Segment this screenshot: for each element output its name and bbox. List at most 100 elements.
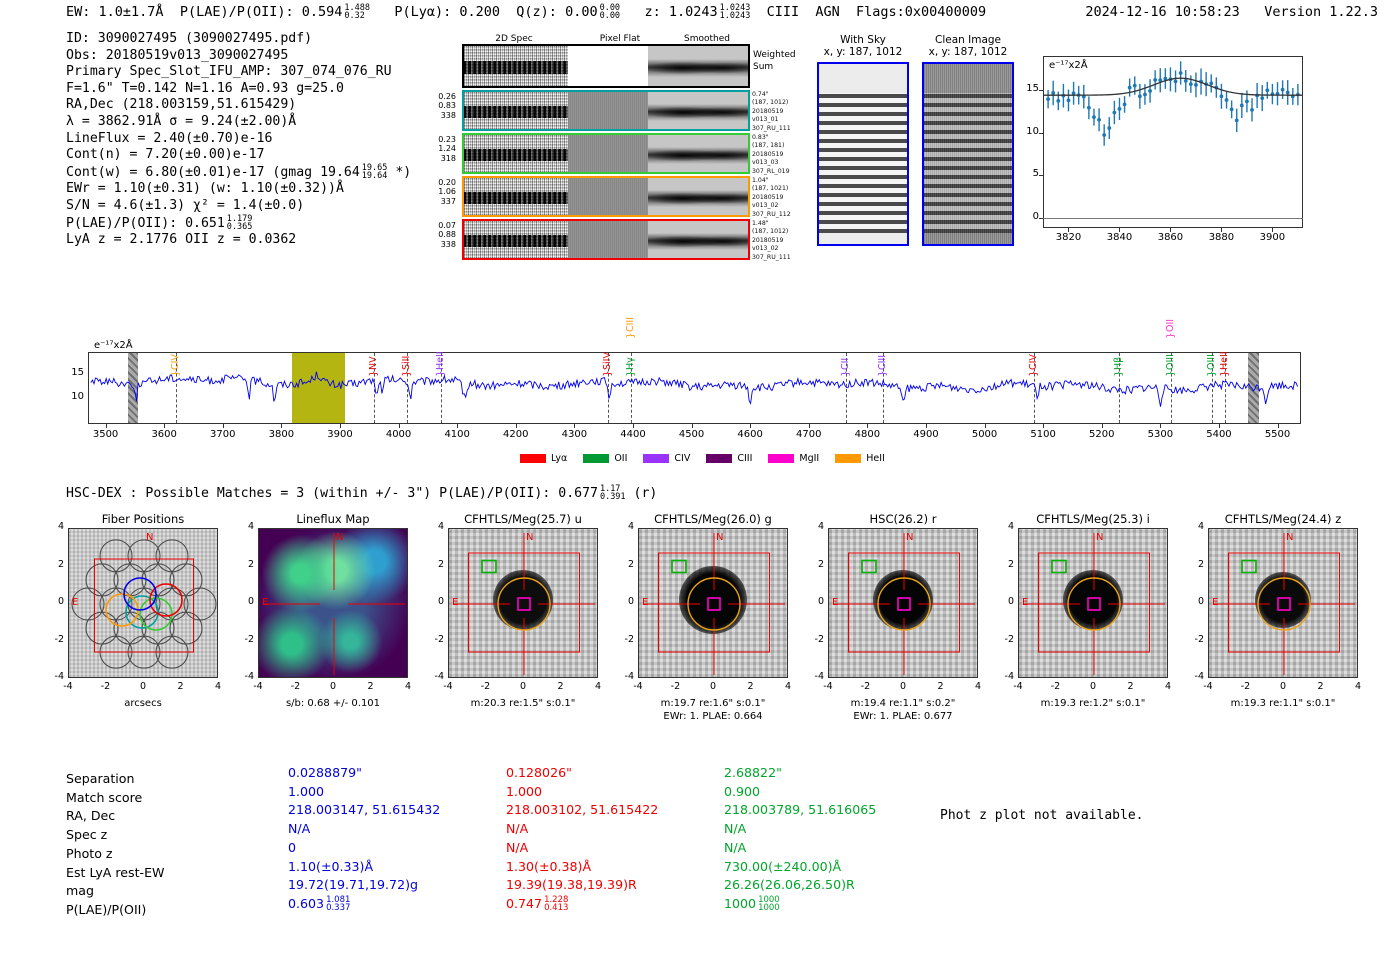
cutout-xtick-2-4: 4: [594, 681, 602, 692]
full-xtick-mark: [925, 424, 927, 428]
cutout-east-label-2: E: [452, 597, 459, 608]
full-xtick-mark: [515, 424, 517, 428]
spectrum-line-marker-9: [1034, 353, 1036, 423]
table-cell-value-1-4: N/A: [506, 839, 529, 855]
cutout-xtick-6-0: -4: [1203, 681, 1213, 692]
zoom-xtick-3820: 3820: [1055, 232, 1082, 243]
cutout-image-3[interactable]: [638, 528, 788, 678]
info-lambda-sigma: λ = 3862.91Å σ = 9.24(±2.00)Å: [66, 113, 297, 129]
table-cell-value-2-1: 0.900: [724, 783, 761, 799]
spec-row-0-right-2: 20180519: [752, 107, 784, 115]
cutout-title-6: CFHTLS/Meg(24.4) z: [1224, 512, 1342, 526]
full-xtick-mark: [1277, 424, 1279, 428]
header-flags: Flags:0x00400009: [856, 4, 987, 20]
legend-label-Lyα: Lyα: [551, 453, 568, 464]
cutout-image-2[interactable]: [448, 528, 598, 678]
table-plae-lo-2: 1000: [758, 903, 780, 914]
cutout-xtick-5-4: 4: [1164, 681, 1172, 692]
zoom-xtick-3880: 3880: [1208, 232, 1235, 243]
table-row-label-1: Match score: [66, 789, 143, 805]
cutout-caption2-4: EWr: 1. PLAE: 0.677: [853, 711, 953, 722]
cutout-ytick-4-3: 2: [817, 558, 824, 570]
cutout-xtick-1-2: 0: [329, 681, 337, 692]
cutout-ytick-3-1: -2: [624, 633, 634, 645]
cutout-ytick-0-0: -4: [54, 671, 64, 682]
cutout-xtick-2-1: -2: [480, 681, 491, 692]
target-info-block: ID: 3090027495 (3090027495.pdf) Obs: 201…: [66, 31, 411, 249]
2d-spec-strip: [462, 44, 750, 88]
cutout-north-label-0: N: [146, 532, 154, 543]
spectrum-line-marker-1: [373, 353, 375, 423]
legend-swatch-Lyα: [520, 454, 546, 463]
full-xtick-5500: 5500: [1264, 429, 1291, 440]
zoom-xtick-mark: [1068, 228, 1070, 232]
spectrum-legend-item-Lyα: Lyα: [520, 453, 567, 464]
cutout-image-1[interactable]: [258, 528, 408, 678]
spectrum-line-marker-8: [882, 353, 884, 423]
cutout-xtick-1-1: -2: [290, 681, 301, 692]
full-xtick-mark: [164, 424, 166, 428]
table-cell-value-2-4: N/A: [724, 839, 747, 855]
spectrum-legend: Lyα OII CIV CIII MgII HeII: [520, 448, 901, 467]
cutout-ytick-6-0: -4: [1194, 671, 1204, 682]
clean-image-coords: x, y: 187, 1012: [928, 46, 1008, 58]
spectrum-line-marker-10: [1119, 353, 1121, 423]
header-plae-poii-range: 1.488 0.32: [344, 3, 370, 21]
cutout-ytick-0-3: 2: [57, 558, 64, 570]
zoom-ytick-mark: [1039, 90, 1043, 92]
table-cell-value-0-2: 218.003147, 51.615432: [288, 802, 441, 818]
cutout-xtick-0-2: 0: [139, 681, 147, 692]
table-cell-value-0-7: 0.603: [288, 895, 325, 911]
cutout-xtick-5-1: -2: [1050, 681, 1061, 692]
cutout-xtick-3-2: 0: [709, 681, 717, 692]
cutout-image-5[interactable]: [1018, 528, 1168, 678]
full-xtick-mark: [867, 424, 869, 428]
zoom-xtick-mark: [1119, 228, 1121, 232]
spec-row-3-right-0: 1.48": [752, 220, 769, 227]
header-species: CIII: [766, 4, 800, 20]
spec-row-3-right-2: 20180519: [752, 236, 784, 244]
spec-row-2-right-1: (187, 1021): [752, 185, 789, 193]
2d-spec-smoothed: [648, 178, 748, 215]
2d-spec-pixel-flat: [567, 221, 649, 258]
cutout-ytick-5-1: -2: [1004, 633, 1014, 645]
cutout-ytick-3-0: -4: [624, 671, 634, 682]
table-plae-lo-0: 0.337: [326, 903, 351, 914]
cutout-title-5: CFHTLS/Meg(25.3) i: [1036, 512, 1150, 526]
cutout-east-label-4: E: [832, 597, 839, 608]
with-sky-cutout: [817, 62, 909, 246]
cutout-image-4[interactable]: [828, 528, 978, 678]
zoom-xtick-mark: [1221, 228, 1223, 232]
table-cell-value-0-3: N/A: [288, 821, 311, 837]
full-xtick-mark: [632, 424, 634, 428]
cutout-caption-1: s/b: 0.68 +/- 0.101: [285, 698, 381, 709]
table-plae-hi-1: 1.228: [544, 895, 569, 906]
table-row-label-5: Est LyA rest-EW: [66, 864, 165, 880]
cutout-title-4: HSC(26.2) r: [869, 512, 937, 526]
full-xtick-4400: 4400: [620, 429, 646, 440]
cutout-ytick-3-2: 0: [627, 596, 634, 607]
info-redshifts: LyA z = 2.1776 OII z = 0.0362: [66, 232, 297, 248]
zoom-ytick-10: 10: [1026, 125, 1039, 137]
table-row-label-3: Spec z: [66, 827, 108, 843]
cutout-caption-5: m:19.3 re:1.2" s:0.1": [1040, 698, 1146, 709]
spec-row-3-left-1: 0.88: [438, 230, 456, 240]
cutout-north-label-6: N: [1286, 532, 1294, 543]
table-cell-2-2: 218.003789, 51.616065: [724, 801, 876, 820]
table-cell-1-1: 1.000: [506, 783, 542, 802]
cutout-image-0[interactable]: [68, 528, 218, 678]
full-xtick-mark: [398, 424, 400, 428]
legend-label-CIII: CIII: [737, 453, 753, 464]
zoom-ytick-mark: [1039, 132, 1043, 134]
table-cell-1-5: 1.30(±0.38)Å: [506, 858, 591, 877]
cutout-image-6[interactable]: [1208, 528, 1358, 678]
2d-spec-smoothed-trace: [648, 190, 748, 207]
zoom-ytick-5: 5: [1032, 168, 1039, 180]
spec-row-2-left-0: 0.20: [438, 178, 456, 187]
2d-spec-raw: [464, 135, 568, 172]
spectrum-line-label-CIII-6: CIII: [625, 316, 637, 332]
2d-spec-raw: [464, 46, 568, 86]
weighted-sum-label-0: Weighted: [753, 50, 796, 60]
table-cell-value-2-5: 730.00(±240.00)Å: [724, 858, 842, 874]
cutout-east-label-6: E: [1212, 597, 1219, 608]
